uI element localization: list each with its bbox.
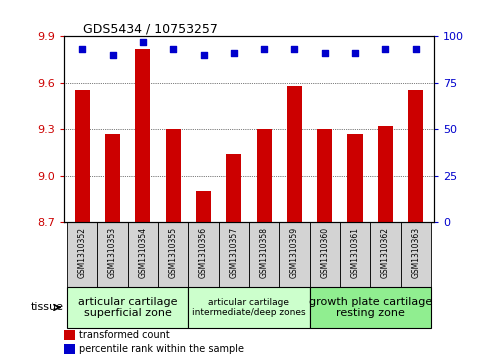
Bar xyxy=(135,49,150,222)
Text: GSM1310358: GSM1310358 xyxy=(260,227,269,278)
Point xyxy=(412,46,420,52)
Bar xyxy=(67,287,188,328)
Bar xyxy=(196,191,211,222)
Text: GSM1310357: GSM1310357 xyxy=(229,227,238,278)
Point xyxy=(169,46,177,52)
Point xyxy=(321,50,329,56)
Text: GSM1310353: GSM1310353 xyxy=(108,227,117,278)
Bar xyxy=(188,287,310,328)
Text: GSM1310354: GSM1310354 xyxy=(139,227,147,278)
Bar xyxy=(249,222,279,287)
Point xyxy=(200,52,208,58)
Text: GSM1310363: GSM1310363 xyxy=(411,227,420,278)
Bar xyxy=(98,222,128,287)
Bar xyxy=(75,90,90,222)
Bar xyxy=(400,222,431,287)
Text: GSM1310360: GSM1310360 xyxy=(320,227,329,278)
Text: articular cartilage
superficial zone: articular cartilage superficial zone xyxy=(78,297,177,318)
Text: GDS5434 / 10753257: GDS5434 / 10753257 xyxy=(83,22,217,35)
Text: GSM1310361: GSM1310361 xyxy=(351,227,359,278)
Bar xyxy=(188,222,219,287)
Point xyxy=(260,46,268,52)
Point xyxy=(78,46,86,52)
Text: GSM1310355: GSM1310355 xyxy=(169,227,177,278)
Text: tissue: tissue xyxy=(31,302,64,313)
Text: transformed count: transformed count xyxy=(79,330,170,340)
Bar xyxy=(219,222,249,287)
Bar xyxy=(310,222,340,287)
Bar xyxy=(64,330,75,340)
Bar xyxy=(158,222,188,287)
Bar xyxy=(67,222,98,287)
Point xyxy=(351,50,359,56)
Text: GSM1310362: GSM1310362 xyxy=(381,227,390,278)
Point xyxy=(139,39,147,45)
Point xyxy=(230,50,238,56)
Text: percentile rank within the sample: percentile rank within the sample xyxy=(79,344,244,354)
Bar xyxy=(166,129,181,222)
Bar xyxy=(310,287,431,328)
Text: articular cartilage
intermediate/deep zones: articular cartilage intermediate/deep zo… xyxy=(192,298,306,317)
Point xyxy=(290,46,298,52)
Bar xyxy=(317,129,332,222)
Bar xyxy=(64,344,75,354)
Point xyxy=(382,46,389,52)
Bar xyxy=(378,126,393,222)
Bar xyxy=(105,134,120,222)
Bar xyxy=(340,222,370,287)
Text: GSM1310356: GSM1310356 xyxy=(199,227,208,278)
Bar xyxy=(226,154,242,222)
Bar xyxy=(256,129,272,222)
Bar xyxy=(348,134,363,222)
Bar xyxy=(279,222,310,287)
Bar xyxy=(408,90,423,222)
Text: GSM1310352: GSM1310352 xyxy=(78,227,87,278)
Text: growth plate cartilage
resting zone: growth plate cartilage resting zone xyxy=(309,297,432,318)
Text: GSM1310359: GSM1310359 xyxy=(290,227,299,278)
Bar xyxy=(370,222,400,287)
Bar xyxy=(287,86,302,222)
Point xyxy=(108,52,116,58)
Bar xyxy=(128,222,158,287)
